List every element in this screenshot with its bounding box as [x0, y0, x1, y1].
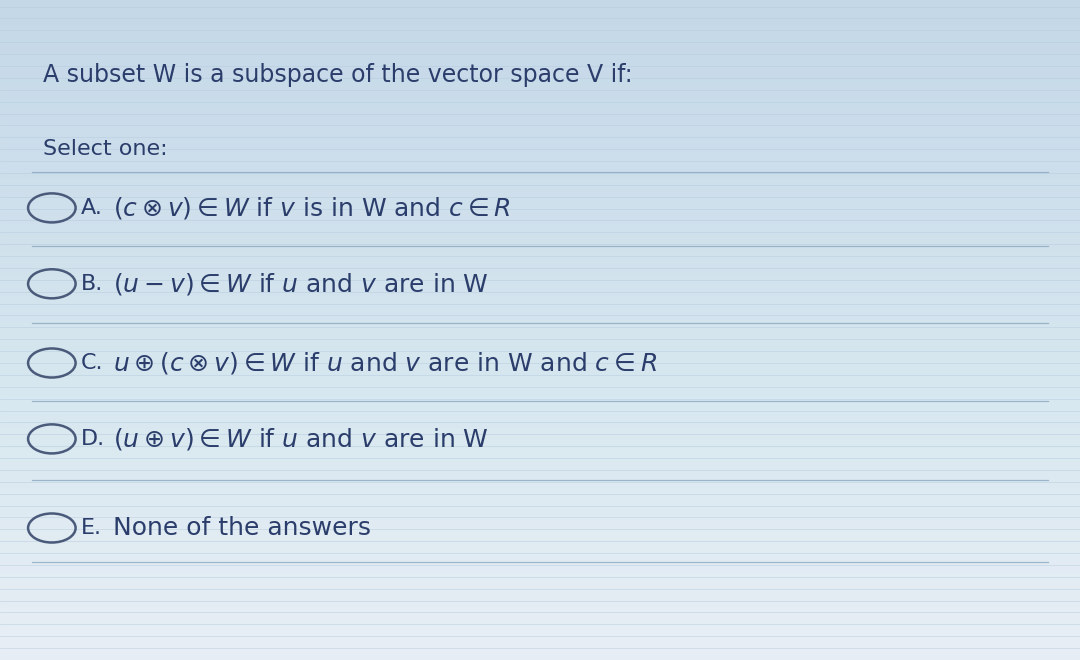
Text: $(u\oplus v)\in\mathit{W}$ if $u$ and $v$ are in W: $(u\oplus v)\in\mathit{W}$ if $u$ and $v… [113, 426, 489, 452]
Text: A subset W is a subspace of the vector space V if:: A subset W is a subspace of the vector s… [43, 63, 633, 86]
Text: A.: A. [81, 198, 103, 218]
Text: E.: E. [81, 518, 102, 538]
Text: D.: D. [81, 429, 105, 449]
Text: $u\oplus(c\otimes v)\in\mathit{W}$ if $u$ and $v$ are in W and $c\in R$: $u\oplus(c\otimes v)\in\mathit{W}$ if $u… [113, 350, 658, 376]
Text: Select one:: Select one: [43, 139, 167, 158]
Text: $(u-v)\in\mathit{W}$ if $u$ and $v$ are in W: $(u-v)\in\mathit{W}$ if $u$ and $v$ are … [113, 271, 489, 297]
Text: $(c\otimes v)\in\mathit{W}$ if $v$ is in W and $c\in R$: $(c\otimes v)\in\mathit{W}$ if $v$ is in… [113, 195, 511, 221]
Text: B.: B. [81, 274, 104, 294]
Text: None of the answers: None of the answers [113, 516, 372, 540]
Text: C.: C. [81, 353, 104, 373]
